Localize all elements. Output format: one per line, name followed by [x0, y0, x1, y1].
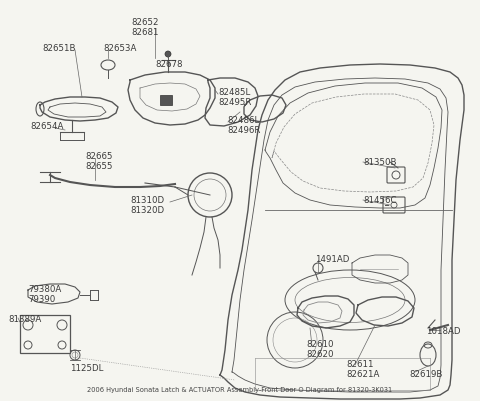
Text: 82619B: 82619B	[409, 370, 443, 379]
Text: 82653A: 82653A	[103, 44, 136, 53]
FancyBboxPatch shape	[160, 95, 172, 105]
Text: 82485L
82495R: 82485L 82495R	[218, 88, 252, 107]
Text: 82486L
82496R: 82486L 82496R	[227, 116, 260, 136]
Text: 1125DL: 1125DL	[70, 364, 103, 373]
Text: 2006 Hyundai Sonata Latch & ACTUATOR Assembly-Front Door O Diagram for 81320-3K0: 2006 Hyundai Sonata Latch & ACTUATOR Ass…	[87, 387, 393, 393]
Text: 82651B: 82651B	[42, 44, 75, 53]
Text: 82652
82681: 82652 82681	[131, 18, 159, 37]
Text: 81456C: 81456C	[363, 196, 396, 205]
Text: 81310D
81320D: 81310D 81320D	[130, 196, 164, 215]
Text: 82654A: 82654A	[30, 122, 63, 131]
Text: 1018AD: 1018AD	[426, 327, 460, 336]
Text: 79380A
79390: 79380A 79390	[28, 285, 61, 304]
Text: 82611
82621A: 82611 82621A	[346, 360, 379, 379]
Text: 1491AD: 1491AD	[315, 255, 349, 264]
Text: 82665
82655: 82665 82655	[85, 152, 112, 171]
Text: 82610
82620: 82610 82620	[306, 340, 334, 359]
Circle shape	[165, 51, 171, 57]
Text: 81389A: 81389A	[8, 315, 41, 324]
Text: 81350B: 81350B	[363, 158, 396, 167]
Text: 82678: 82678	[155, 60, 182, 69]
